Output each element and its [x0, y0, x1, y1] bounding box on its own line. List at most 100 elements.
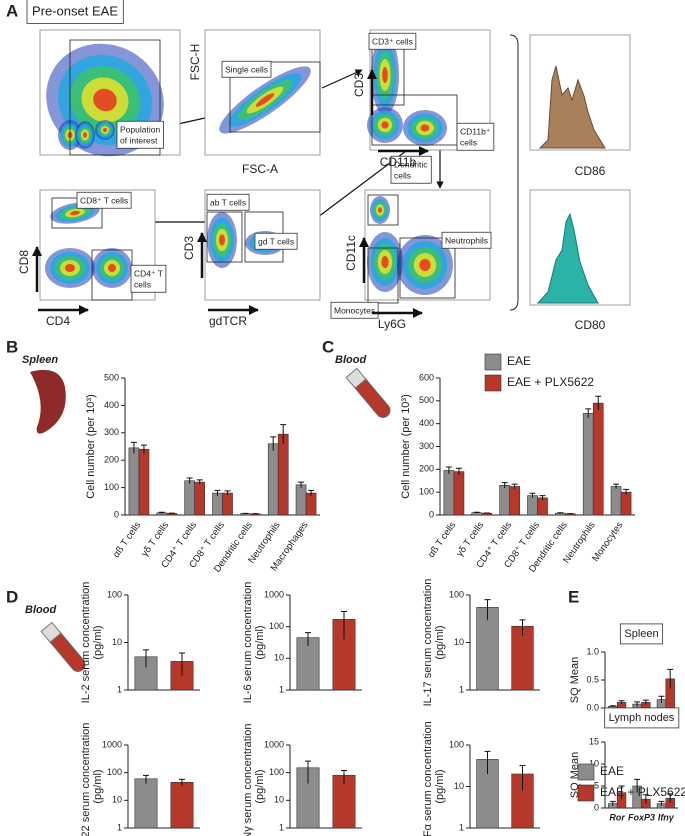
- bracket: [509, 34, 519, 311]
- histogram: [538, 65, 606, 149]
- y-tick-label: 1000: [102, 739, 122, 749]
- gate: [399, 237, 456, 299]
- gate-label: CD8⁺ T cells: [80, 195, 128, 205]
- y-tick-label: 100: [107, 767, 122, 777]
- y-tick-label: 100: [449, 589, 464, 599]
- error-bar: [140, 444, 147, 454]
- error-bar: [634, 778, 641, 793]
- gate-label: cells: [134, 279, 151, 289]
- spleen-icon: [30, 369, 66, 434]
- y-tick-label: 5: [594, 780, 599, 790]
- error-bar: [130, 441, 137, 454]
- density: [378, 207, 382, 213]
- flow-title: Pre-onset EAE: [32, 3, 118, 18]
- icon-label: Blood: [25, 604, 56, 616]
- error-bar: [445, 466, 452, 474]
- y-tick-label: 300: [104, 427, 119, 437]
- bar: [267, 443, 279, 516]
- error-bar: [341, 611, 347, 640]
- bar: [194, 481, 205, 516]
- chart-title: Spleen: [624, 628, 658, 640]
- error-bar: [252, 513, 259, 515]
- gate: [367, 194, 399, 226]
- y-tick-label: 100: [419, 487, 434, 497]
- label-box: [456, 122, 495, 151]
- gate: [229, 61, 321, 133]
- axis-label: CD11c: [344, 235, 358, 271]
- axis-label: FSC-A: [242, 162, 278, 176]
- axis-label: FSC-H: [188, 44, 202, 81]
- error-bar: [341, 769, 347, 784]
- bar: [509, 486, 520, 516]
- y-tick-label: 100: [104, 482, 119, 492]
- y-axis-label: (pg/ml): [434, 769, 446, 803]
- y-tick-label: 400: [419, 418, 434, 428]
- error-bar: [585, 408, 592, 418]
- y-tick-label: 0: [429, 509, 434, 519]
- error-bar: [613, 483, 620, 489]
- bar: [537, 497, 548, 516]
- y-tick-label: 1: [279, 822, 284, 832]
- bar: [170, 781, 194, 829]
- y-tick-label: 1000: [264, 739, 284, 749]
- error-bar: [618, 785, 625, 800]
- y-tick-label: 600: [419, 372, 434, 382]
- bar: [212, 492, 223, 516]
- y-axis-label: (pg/ml): [254, 769, 266, 803]
- error-bar: [557, 512, 564, 514]
- y-tick-label: 100: [269, 621, 284, 631]
- y-tick-label: 100: [449, 739, 464, 749]
- bar: [138, 448, 150, 516]
- density: [103, 128, 107, 132]
- gate-label: Dendritic: [394, 159, 428, 169]
- y-axis-label: TNFα serum concentration: [422, 721, 434, 836]
- panel-label: C: [322, 337, 334, 356]
- y-tick-label: 1: [459, 822, 464, 832]
- y-axis-label: IL-6 serum concentration: [242, 582, 254, 704]
- gate-label: Neutrophils: [445, 235, 488, 245]
- bar: [610, 486, 622, 516]
- bar: [511, 625, 534, 691]
- y-axis-label: (pg/ml): [92, 625, 104, 659]
- gate-label: cells: [460, 137, 477, 147]
- y-tick-label: 10: [274, 653, 284, 663]
- density: [83, 132, 87, 138]
- error-bar: [143, 774, 149, 784]
- y-axis-label: Cell number (per 10³): [85, 394, 97, 499]
- density: [219, 234, 225, 246]
- bar: [295, 484, 307, 516]
- error-bar: [298, 481, 305, 488]
- gate-label: CD3⁺ cells: [372, 36, 413, 46]
- y-tick-label: 10: [112, 637, 122, 647]
- y-tick-label: 200: [419, 464, 434, 474]
- axis-label: CD4: [46, 314, 70, 328]
- legend-label: EAE: [600, 764, 624, 778]
- error-bar: [642, 794, 649, 804]
- error-bar: [609, 705, 616, 707]
- icon-label: Blood: [335, 354, 366, 366]
- y-tick-label: 500: [104, 372, 119, 382]
- density: [381, 121, 389, 129]
- y-tick-label: 1: [117, 684, 122, 694]
- error-bar: [484, 750, 491, 775]
- legend-swatch: [577, 784, 595, 802]
- y-tick-label: 0: [114, 509, 119, 519]
- y-tick-label: 15: [589, 736, 599, 746]
- error-bar: [308, 489, 315, 496]
- error-bar: [473, 511, 480, 514]
- legend-label: EAE: [507, 354, 531, 368]
- gate-label: CD11b⁺: [460, 126, 491, 136]
- label-box: [206, 193, 250, 211]
- tube-cap: [40, 621, 62, 643]
- bar: [128, 447, 140, 516]
- gate: [367, 247, 399, 304]
- label-box: [368, 32, 417, 50]
- axis-label: CD8: [17, 250, 31, 274]
- y-axis-label: IFNγ serum concentration: [242, 724, 254, 836]
- gate-label: gd T cells: [258, 236, 294, 246]
- error-bar: [214, 489, 221, 496]
- error-bar: [609, 800, 616, 806]
- y-tick-label: 1: [117, 822, 122, 832]
- error-bar: [484, 599, 491, 620]
